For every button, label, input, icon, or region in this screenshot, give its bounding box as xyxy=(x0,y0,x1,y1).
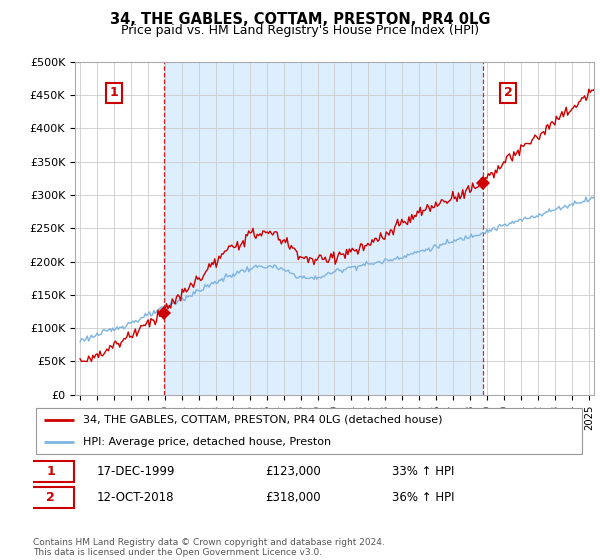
Text: 36% ↑ HPI: 36% ↑ HPI xyxy=(392,491,454,504)
Text: HPI: Average price, detached house, Preston: HPI: Average price, detached house, Pres… xyxy=(83,437,331,447)
Text: 34, THE GABLES, COTTAM, PRESTON, PR4 0LG (detached house): 34, THE GABLES, COTTAM, PRESTON, PR4 0LG… xyxy=(83,414,442,424)
Text: 17-DEC-1999: 17-DEC-1999 xyxy=(97,465,175,478)
FancyBboxPatch shape xyxy=(28,487,74,508)
Text: Contains HM Land Registry data © Crown copyright and database right 2024.
This d: Contains HM Land Registry data © Crown c… xyxy=(33,538,385,557)
Text: Price paid vs. HM Land Registry's House Price Index (HPI): Price paid vs. HM Land Registry's House … xyxy=(121,24,479,36)
Text: 12-OCT-2018: 12-OCT-2018 xyxy=(97,491,174,504)
Text: 1: 1 xyxy=(110,86,119,99)
Text: 33% ↑ HPI: 33% ↑ HPI xyxy=(392,465,454,478)
FancyBboxPatch shape xyxy=(28,461,74,482)
FancyBboxPatch shape xyxy=(36,408,582,454)
Text: 34, THE GABLES, COTTAM, PRESTON, PR4 0LG: 34, THE GABLES, COTTAM, PRESTON, PR4 0LG xyxy=(110,12,490,27)
Text: £123,000: £123,000 xyxy=(265,465,320,478)
Bar xyxy=(164,62,484,395)
Text: £318,000: £318,000 xyxy=(265,491,320,504)
Text: 2: 2 xyxy=(46,491,55,504)
Text: 1: 1 xyxy=(46,465,55,478)
Text: 2: 2 xyxy=(504,86,512,99)
